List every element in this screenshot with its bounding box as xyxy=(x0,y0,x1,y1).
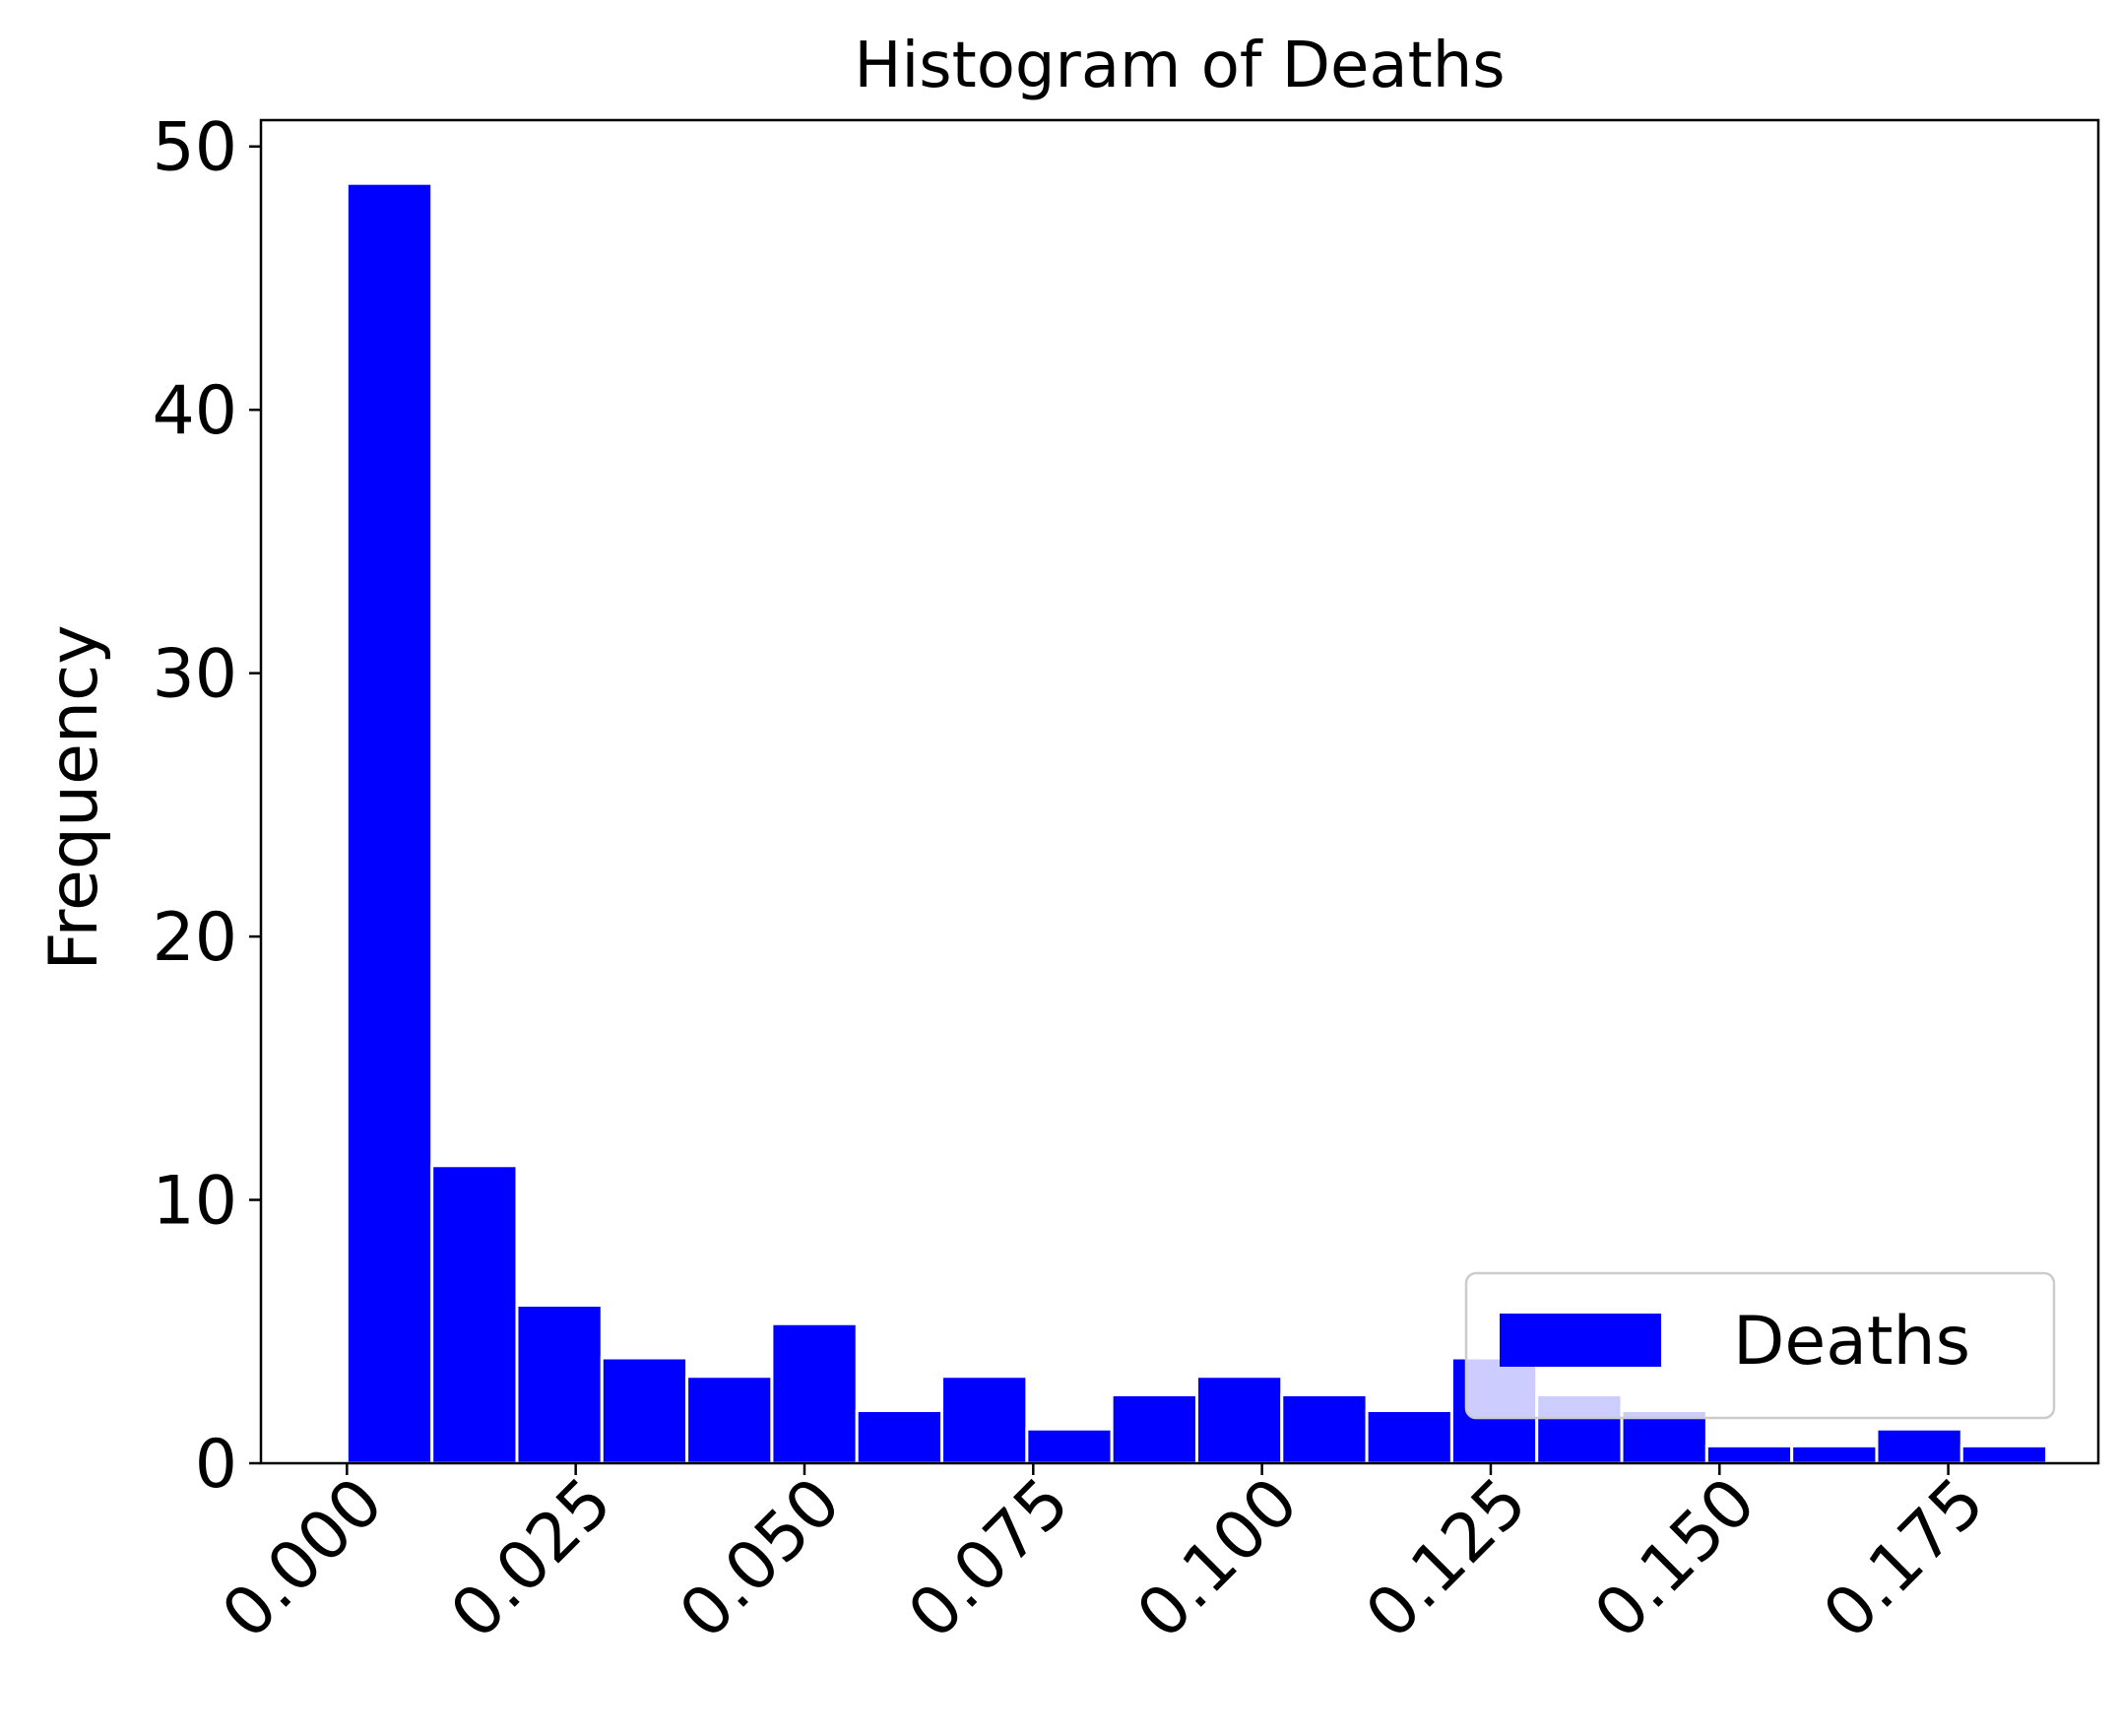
histogram-bar xyxy=(1110,1392,1198,1465)
legend-swatch-deaths xyxy=(1500,1314,1661,1367)
y-tick-label: 20 xyxy=(152,899,237,977)
histogram-bar xyxy=(1280,1392,1369,1465)
histogram-bar xyxy=(1875,1427,1963,1465)
histogram-bar xyxy=(515,1304,604,1465)
bars-group xyxy=(345,181,2049,1465)
histogram-bar xyxy=(685,1375,774,1465)
histogram-bar xyxy=(1194,1375,1284,1465)
y-axis-label: Frequency xyxy=(35,624,113,970)
histogram-bar xyxy=(770,1321,859,1465)
histogram-bar xyxy=(345,181,434,1465)
y-tick-label: 30 xyxy=(152,636,237,714)
histogram-bar xyxy=(1959,1444,2049,1465)
histogram-bar xyxy=(1025,1427,1114,1465)
histogram-bar xyxy=(600,1356,689,1465)
y-tick-label: 40 xyxy=(152,372,237,450)
y-tick-label: 10 xyxy=(152,1163,237,1241)
y-tick-label: 0 xyxy=(195,1426,237,1504)
y-axis: 0 10 20 30 40 50 xyxy=(152,109,261,1504)
chart-title: Histogram of Deaths xyxy=(854,30,1505,102)
histogram-bar xyxy=(1365,1409,1453,1465)
legend: Deaths xyxy=(1464,1271,2056,1420)
plot-frame xyxy=(259,118,2100,1465)
y-tick-label: 50 xyxy=(152,109,237,187)
legend-label-deaths: Deaths xyxy=(1733,1303,1970,1381)
legend-box xyxy=(1464,1271,2056,1420)
histogram-bar xyxy=(430,1164,519,1465)
histogram-bar xyxy=(940,1375,1029,1465)
histogram-bar xyxy=(1704,1444,1794,1465)
histogram-bar xyxy=(1790,1444,1879,1465)
histogram-bar xyxy=(855,1409,944,1465)
